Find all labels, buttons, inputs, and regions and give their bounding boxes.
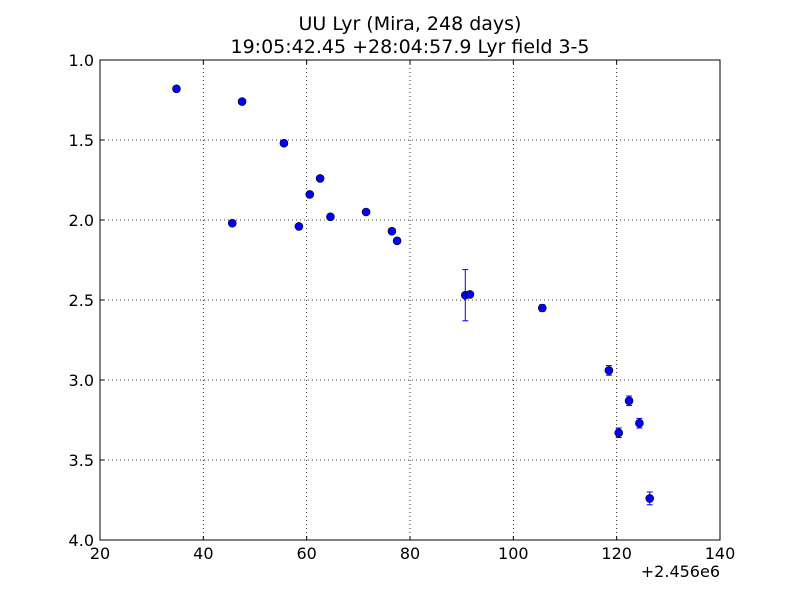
- data-point: [387, 226, 397, 236]
- x-tick-label: 140: [705, 544, 736, 563]
- x-tick-label: 40: [193, 544, 213, 563]
- data-point: [645, 494, 655, 503]
- data-point: [624, 396, 634, 406]
- data-point: [614, 428, 624, 438]
- data-point: [227, 218, 237, 228]
- y-tick-label: 4.0: [69, 531, 94, 550]
- data-point: [361, 207, 371, 217]
- x-tick-label: 80: [400, 544, 420, 563]
- y-tick-label: 2.5: [69, 291, 94, 310]
- x-tick-label: 20: [90, 544, 110, 563]
- data-point: [604, 366, 614, 375]
- x-tick-label: 120: [601, 544, 632, 563]
- y-tick-label: 3.0: [69, 371, 94, 390]
- x-tick-label: 100: [498, 544, 529, 563]
- data-point: [279, 138, 289, 148]
- axis-ticks: [99, 59, 721, 541]
- x-tick-label: 60: [296, 544, 316, 563]
- chart-title: UU Lyr (Mira, 248 days): [299, 13, 522, 35]
- chart-subtitle: 19:05:42.45 +28:04:57.9 Lyr field 3-5: [230, 36, 589, 58]
- tick-labels: 20 40 60 80 100 120 140 1.0 1.5 2.0 2.5 3.0 3.5 4.0: [69, 51, 736, 563]
- data-point: [237, 97, 247, 106]
- y-tick-label: 2.0: [69, 211, 94, 230]
- x-axis-offset-label: +2.456e6: [641, 562, 720, 581]
- y-tick-label: 1.0: [69, 51, 94, 70]
- grid: [100, 60, 720, 540]
- data-point: [315, 174, 325, 183]
- y-tick-label: 3.5: [69, 451, 94, 470]
- data-point: [172, 84, 181, 94]
- y-tick-label: 1.5: [69, 131, 94, 150]
- data-point: [635, 418, 644, 428]
- data-point: [294, 222, 304, 231]
- plot-area-frame: [99, 59, 721, 541]
- data-point: [465, 290, 475, 299]
- data-point: [537, 303, 547, 313]
- data-point: [326, 212, 335, 222]
- data-point: [305, 190, 315, 199]
- data-points: [172, 84, 655, 506]
- data-point: [392, 236, 402, 246]
